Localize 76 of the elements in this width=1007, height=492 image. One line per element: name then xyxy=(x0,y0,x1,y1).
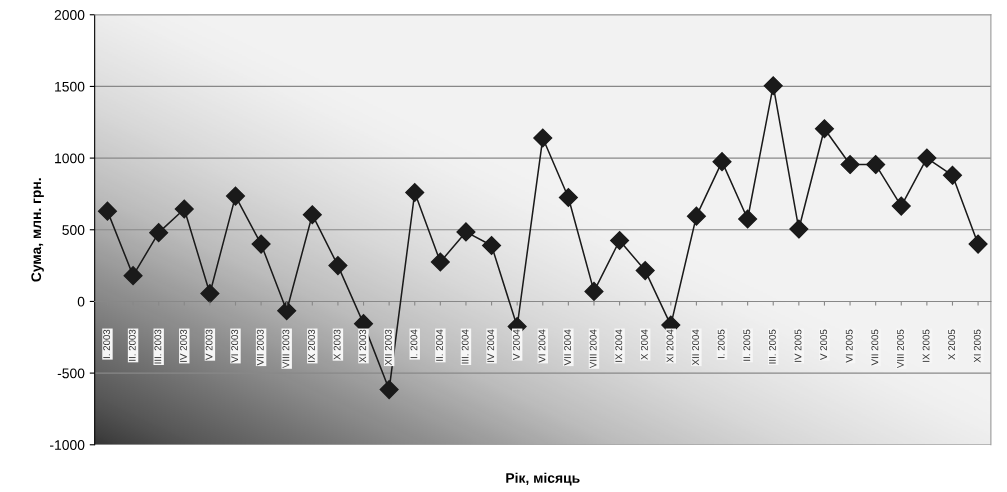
point xyxy=(533,128,553,148)
x-tick-label: VI 2004 xyxy=(538,329,546,363)
x-tick-label: VIII 2004 xyxy=(589,329,597,369)
x-tick-label: X 2003 xyxy=(333,329,341,360)
x-tick-label: II. 2003 xyxy=(128,329,136,361)
point xyxy=(149,223,169,243)
x-tick-label: VIII 2003 xyxy=(282,329,290,369)
point xyxy=(405,182,425,203)
x-tick-label: XI 2003 xyxy=(359,329,367,363)
x-tick-label: VII 2003 xyxy=(256,329,264,366)
x-tick-label: II. 2004 xyxy=(436,329,443,361)
point xyxy=(686,206,706,226)
point xyxy=(763,76,783,96)
point xyxy=(866,155,886,175)
x-tick-label: III. 2004 xyxy=(461,329,469,364)
point xyxy=(251,234,271,254)
x-tick-label: I. 2003 xyxy=(103,329,111,359)
x-tick-label: V 2005 xyxy=(820,329,828,360)
point xyxy=(584,281,604,301)
x-tick-label: V 2004 xyxy=(512,329,520,360)
point xyxy=(482,235,502,256)
point xyxy=(328,256,348,276)
y-axis-title: Сума, млн. грн. xyxy=(31,178,44,282)
x-tick-label: III. 2003 xyxy=(154,329,162,364)
x-tick-label: IV 2005 xyxy=(794,329,802,362)
x-tick-label: VI 2003 xyxy=(231,329,239,363)
point xyxy=(277,301,297,321)
x-tick-label: I. 2004 xyxy=(410,329,418,359)
x-tick-label: IV 2003 xyxy=(180,329,187,362)
y-tick-label: 1500 xyxy=(55,81,85,92)
point xyxy=(225,186,246,206)
x-tick-label: V 2003 xyxy=(205,329,213,360)
x-tick-label: XII 2004 xyxy=(692,329,700,366)
y-tick-label: 2000 xyxy=(54,10,85,20)
x-tick-label: I. 2005 xyxy=(717,329,725,359)
x-tick-label: XI 2005 xyxy=(973,329,981,363)
point xyxy=(712,152,732,172)
point xyxy=(174,199,194,219)
x-tick-label: IX 2004 xyxy=(615,329,623,362)
x-tick-label: II. 2005 xyxy=(743,329,751,361)
point xyxy=(456,222,476,242)
x-tick-label: III. 2005 xyxy=(768,329,776,364)
x-tick-label: IX 2003 xyxy=(308,329,315,362)
point xyxy=(558,187,578,208)
x-tick-label: VII 2004 xyxy=(564,329,571,366)
point xyxy=(97,201,117,221)
point xyxy=(891,196,911,216)
x-tick-label: XI 2004 xyxy=(666,329,674,363)
point xyxy=(635,261,655,281)
point xyxy=(789,219,809,239)
x-axis-title: Рік, місяць xyxy=(506,472,580,486)
point xyxy=(968,234,988,254)
point xyxy=(123,266,143,286)
y-tick-label: 500 xyxy=(62,225,85,235)
x-tick-label: VIII 2005 xyxy=(896,329,904,369)
x-tick-label: XII 2003 xyxy=(384,329,392,366)
point xyxy=(200,284,220,304)
point xyxy=(379,380,399,400)
x-tick-label: IV 2004 xyxy=(487,329,495,362)
point xyxy=(430,252,450,272)
y-tick-label: -500 xyxy=(57,368,85,379)
x-tick-label: VII 2005 xyxy=(871,329,879,366)
point xyxy=(302,205,322,225)
x-tick-label: X 2004 xyxy=(640,329,648,360)
y-tick-label: -1000 xyxy=(50,440,85,450)
y-tick-label: 1000 xyxy=(55,153,85,164)
x-tick-label: X 2005 xyxy=(948,329,956,360)
point xyxy=(738,209,758,229)
point xyxy=(840,155,860,175)
point xyxy=(610,230,630,251)
point xyxy=(917,148,937,168)
y-tick-label: 0 xyxy=(77,296,85,307)
point xyxy=(814,119,834,139)
x-tick-label: IX 2005 xyxy=(922,329,930,362)
x-tick-label: VI 2005 xyxy=(845,329,853,363)
point xyxy=(942,165,963,185)
